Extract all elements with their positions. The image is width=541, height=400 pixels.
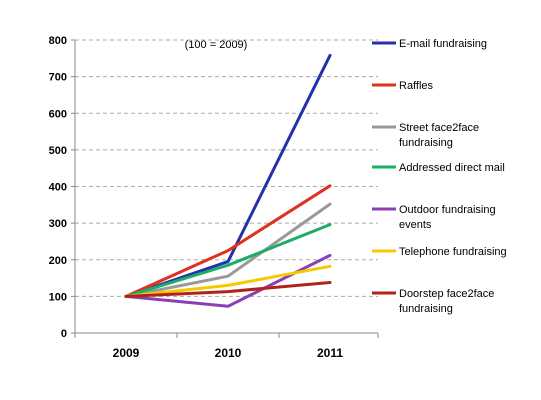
series-line-doorstep-face2face-fundraising <box>124 281 332 298</box>
series-line-street-face2face-fundraising <box>124 202 332 298</box>
legend-label-outdoor-fundraising-events: Outdoor fundraising <box>399 204 496 216</box>
y-tick-label-500: 500 <box>49 145 67 157</box>
series-lines <box>124 53 332 308</box>
y-tick-label-100: 100 <box>49 291 67 303</box>
legend-label-raffles: Raffles <box>399 80 434 92</box>
y-tick-labels: 0 100 200 300 400 500 600 700 800 <box>49 35 67 340</box>
legend-label-street-face2face-fundraising: Street face2face <box>399 122 479 134</box>
y-tick-label-200: 200 <box>49 255 67 267</box>
x-tick-label-2010: 2010 <box>215 346 242 360</box>
y-tick-label-800: 800 <box>49 35 67 47</box>
x-tick-label-2009: 2009 <box>113 346 140 360</box>
legend-label-telephone-fundraising: Telephone fundraising <box>399 246 507 258</box>
legend-label-outdoor-fundraising-events: events <box>399 219 432 231</box>
legend-label-e-mail-fundraising: E-mail fundraising <box>399 38 487 50</box>
x-tick-label-2011: 2011 <box>317 346 343 360</box>
y-tick-label-0: 0 <box>61 328 67 340</box>
x-tick-labels: 2009 2010 2011 <box>113 346 344 360</box>
legend-label-doorstep-face2face-fundraising: fundraising <box>399 303 453 315</box>
grid-lines <box>75 39 378 297</box>
series-line-addressed-direct-mail <box>124 223 332 298</box>
legend-label-addressed-direct-mail: Addressed direct mail <box>399 162 505 174</box>
series-line-telephone-fundraising <box>124 264 332 298</box>
axes <box>71 39 379 338</box>
legend-label-doorstep-face2face-fundraising: Doorstep face2face <box>399 288 494 300</box>
y-tick-label-600: 600 <box>49 108 67 120</box>
series-line-raffles <box>124 184 332 298</box>
y-tick-label-400: 400 <box>49 182 67 194</box>
chart-annotation: (100 = 2009) <box>185 39 248 51</box>
y-tick-label-300: 300 <box>49 218 67 230</box>
legend-label-street-face2face-fundraising: fundraising <box>399 137 453 149</box>
legend: E-mail fundraising Raffles Street face2fac… <box>372 38 507 315</box>
y-tick-label-700: 700 <box>49 72 67 84</box>
